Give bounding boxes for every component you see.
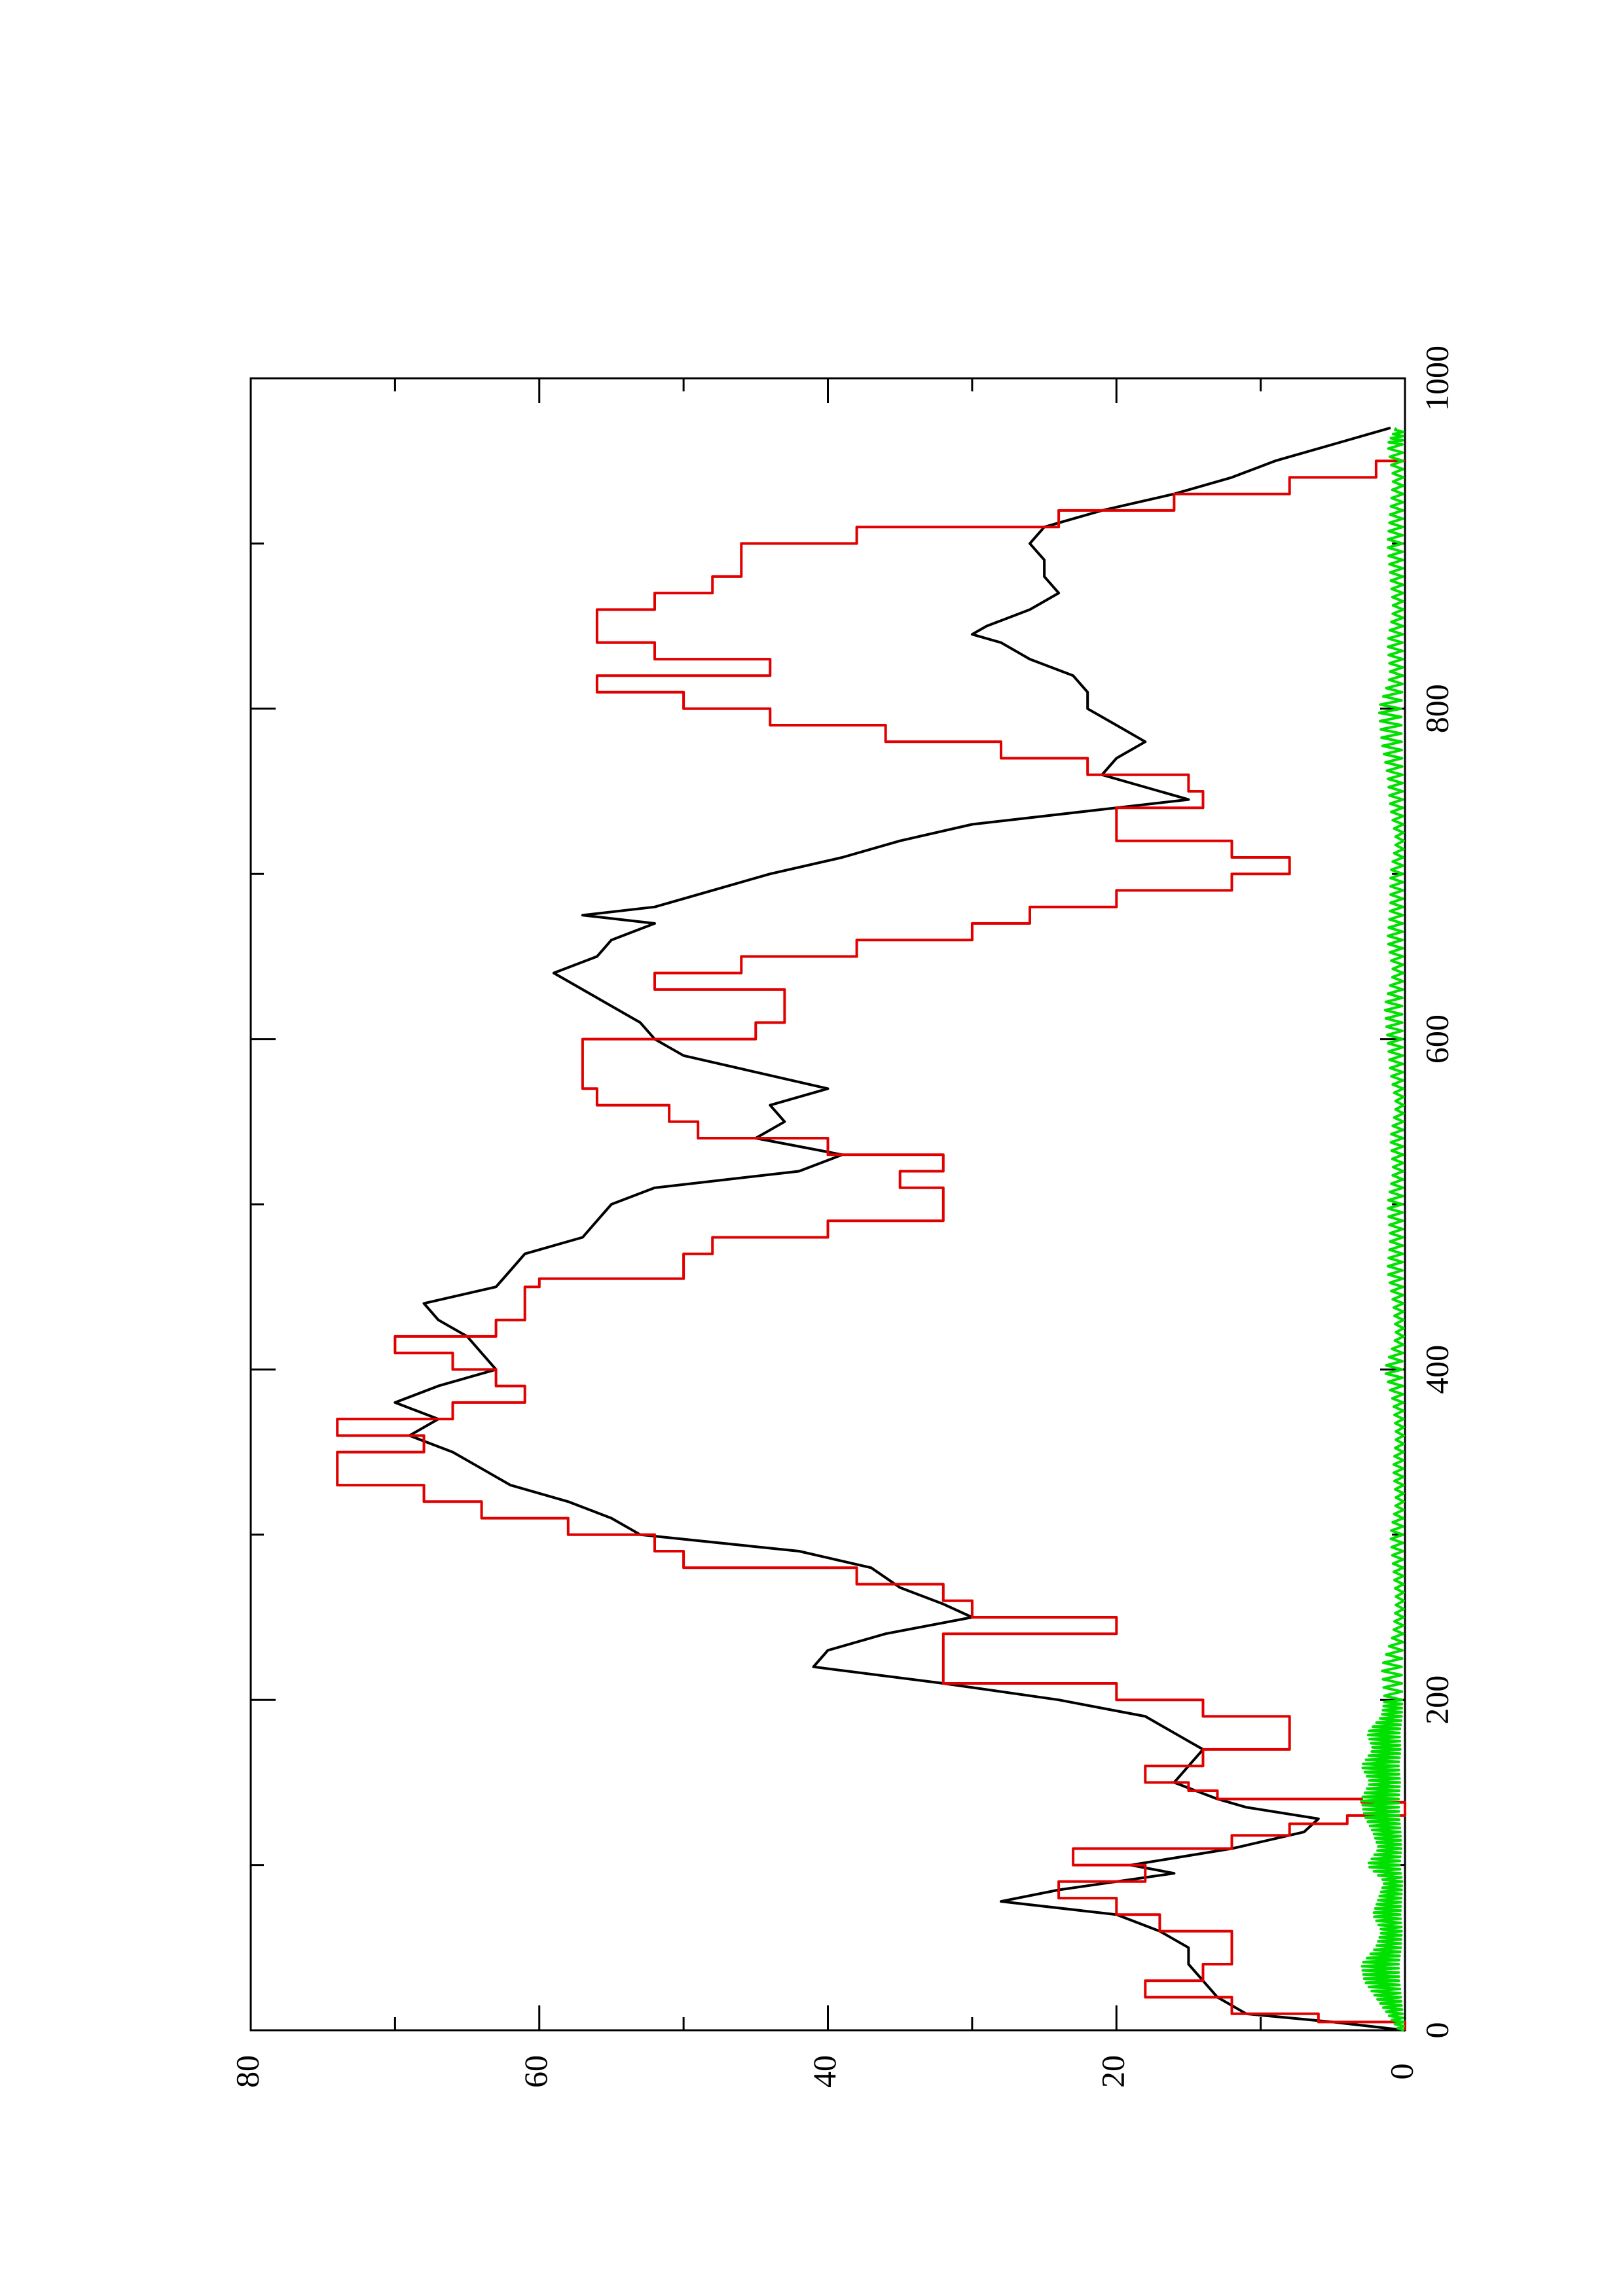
axis-ticks	[249, 377, 1406, 2032]
x-tick-label: 200	[1418, 1676, 1455, 1725]
y-tick-label: 20	[1095, 2055, 1131, 2088]
y-tick-label: 60	[517, 2055, 554, 2088]
plot-border	[249, 377, 1406, 2032]
x-tick-label: 600	[1418, 1014, 1455, 1064]
series-lines	[336, 426, 1406, 2032]
y-tick-label: 0	[1383, 2064, 1419, 2080]
y-tick-label: 40	[806, 2055, 843, 2088]
series-red-line	[336, 459, 1406, 2030]
plot-frame	[249, 377, 1406, 2032]
series-green-line	[1360, 427, 1405, 2032]
y-tick-label: 80	[228, 2055, 265, 2088]
series-black-line	[393, 426, 1406, 2032]
axis-tick-labels: 0 200 400 600 800 1000 0 20 40 60 80	[228, 346, 1455, 2088]
x-tick-label: 0	[1418, 2022, 1455, 2039]
x-tick-label: 400	[1418, 1345, 1455, 1394]
x-tick-label: 1000	[1418, 346, 1455, 411]
x-tick-label: 800	[1418, 684, 1455, 733]
